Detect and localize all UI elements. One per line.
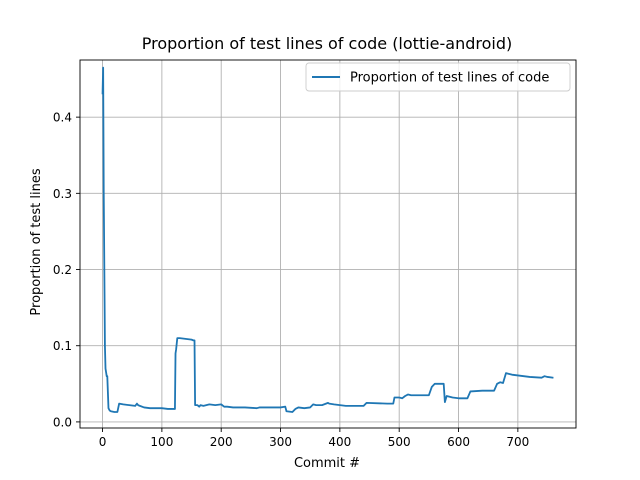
x-tick-label: 700 bbox=[506, 435, 529, 449]
x-tick-label: 400 bbox=[328, 435, 351, 449]
y-tick-label: 0.1 bbox=[53, 339, 72, 353]
y-axis-ticks: 0.0 0.1 0.2 0.3 0.4 bbox=[53, 111, 80, 429]
legend-entry-label: Proportion of test lines of code bbox=[350, 71, 549, 86]
legend: Proportion of test lines of code bbox=[305, 62, 571, 92]
y-axis-label: Proportion of test lines bbox=[29, 168, 44, 315]
x-axis-ticks: 0 100 200 300 400 500 600 700 bbox=[99, 428, 529, 449]
chart-title: Proportion of test lines of code (lottie… bbox=[142, 34, 512, 53]
y-tick-label: 0.4 bbox=[53, 111, 72, 125]
x-tick-label: 500 bbox=[388, 435, 411, 449]
x-tick-label: 100 bbox=[150, 435, 173, 449]
x-axis-label: Commit # bbox=[294, 456, 360, 471]
legend-box bbox=[305, 62, 571, 92]
x-tick-label: 300 bbox=[269, 435, 292, 449]
x-tick-label: 600 bbox=[447, 435, 470, 449]
x-tick-label: 0 bbox=[99, 435, 107, 449]
series-line bbox=[101, 66, 554, 413]
grid bbox=[80, 60, 576, 428]
y-tick-label: 0.2 bbox=[53, 263, 72, 277]
plot-area-frame bbox=[79, 59, 577, 429]
y-tick-label: 0.0 bbox=[53, 415, 72, 429]
y-tick-label: 0.3 bbox=[53, 187, 72, 201]
series-group bbox=[101, 66, 554, 413]
x-tick-label: 200 bbox=[210, 435, 233, 449]
